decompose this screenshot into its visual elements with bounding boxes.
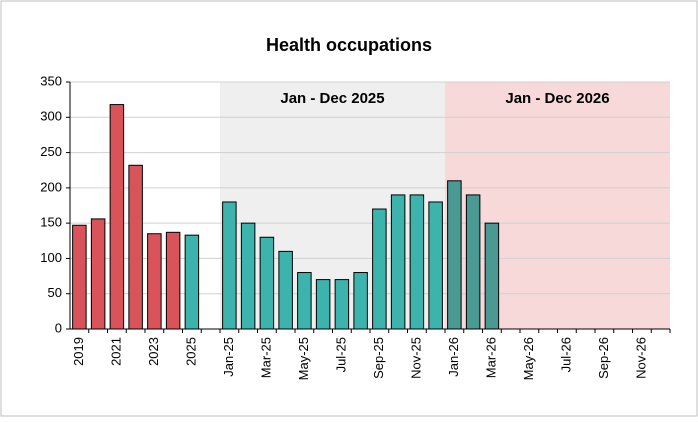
bar: [72, 224, 87, 330]
bar: [90, 218, 106, 330]
bar: [259, 236, 275, 330]
bar: [465, 194, 481, 330]
bar: [165, 231, 181, 330]
bar: [409, 194, 425, 330]
x-tick-label: May-25: [296, 337, 311, 380]
bar: [147, 233, 162, 330]
bar: [222, 201, 237, 330]
regions: [220, 82, 670, 329]
x-tick-label: 2019: [71, 337, 86, 366]
bar: [315, 279, 331, 330]
x-tick-label: Nov-25: [408, 337, 423, 379]
bar: [447, 180, 462, 330]
x-tick-label: Jul-25: [333, 337, 348, 372]
x-tick-label: Sep-26: [596, 337, 611, 379]
region: [220, 82, 445, 329]
bar: [297, 272, 312, 330]
chart-title: Health occupations: [266, 35, 432, 55]
bar: [353, 272, 368, 330]
bar: [390, 194, 406, 330]
y-tick-label: 200: [40, 179, 62, 194]
y-tick-label: 100: [40, 250, 62, 265]
x-tick-label: Jul-26: [558, 337, 573, 372]
y-tick-label: 350: [40, 73, 62, 88]
y-tick-label: 50: [48, 285, 62, 300]
region-label: Jan - Dec 2026: [505, 90, 609, 107]
region-label: Jan - Dec 2025: [280, 90, 384, 107]
bar: [428, 201, 443, 330]
x-tick-label: Jan-26: [446, 337, 461, 377]
x-tick-label: 2021: [108, 337, 123, 366]
y-tick-label: 250: [40, 144, 62, 159]
x-tick-label: Jan-25: [221, 337, 236, 377]
x-tick-label: Mar-26: [483, 337, 498, 378]
bar: [372, 208, 387, 330]
x-tick-label: Sep-25: [371, 337, 386, 379]
region: [445, 82, 670, 329]
x-tick-label: 2025: [183, 337, 198, 366]
x-tick-label: Mar-25: [258, 337, 273, 378]
bar: [128, 164, 143, 330]
y-tick-label: 300: [40, 109, 62, 124]
x-tick-label: 2023: [146, 337, 161, 366]
x-tick-label: May-26: [521, 337, 536, 380]
bar: [184, 234, 200, 330]
bar: [484, 222, 500, 330]
x-tick-label: Nov-26: [633, 337, 648, 379]
bar: [109, 104, 125, 330]
bar: [278, 250, 293, 330]
y-tick-label: 150: [40, 215, 62, 230]
y-tick-label: 0: [55, 320, 62, 335]
bar: [334, 279, 350, 330]
bar: [240, 222, 256, 330]
